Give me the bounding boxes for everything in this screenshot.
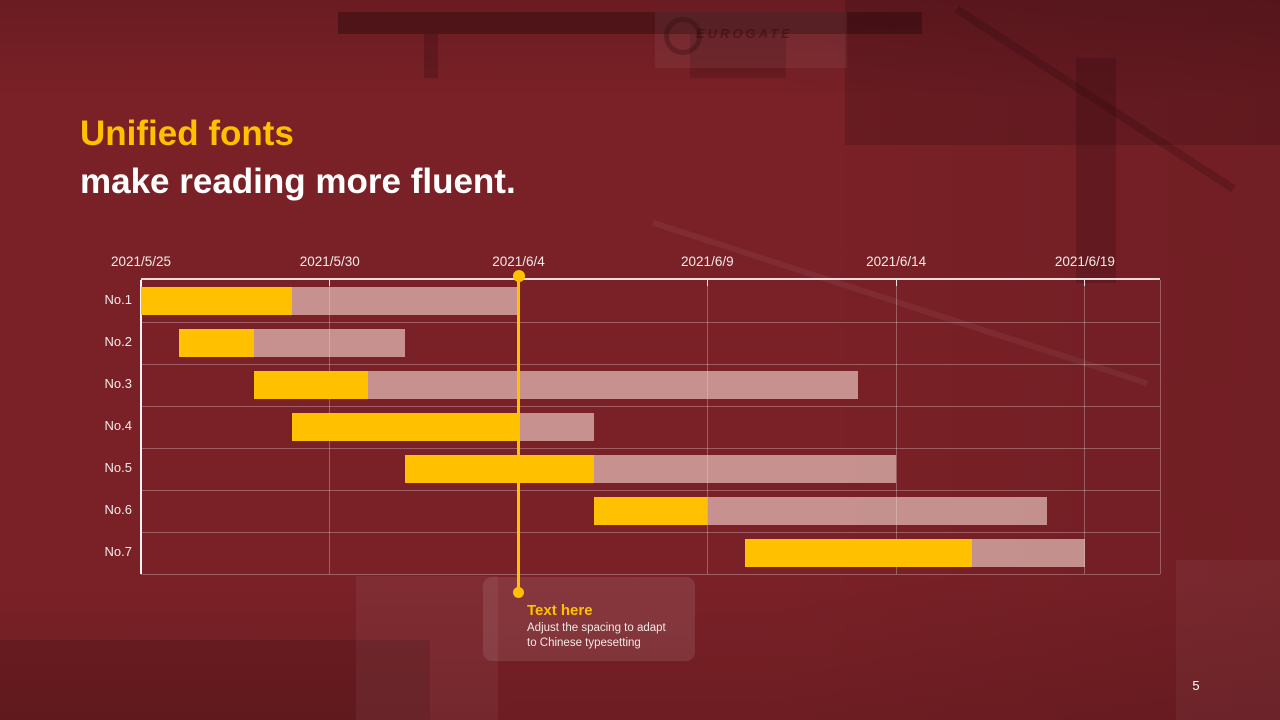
gantt-row-label: No.2 [104,334,132,349]
gantt-date-label: 2021/6/19 [1054,254,1115,269]
gantt-bar-progress [405,455,595,483]
callout-body-line: to Chinese typesetting [527,636,641,649]
gantt-axis-tick [895,280,897,286]
gantt-bar-progress [745,539,972,567]
gantt-marker-bottom-dot [513,587,525,598]
gantt-horizontal-gridline [141,574,1161,575]
gantt-horizontal-gridline [141,322,1161,323]
gantt-horizontal-gridline [141,406,1161,407]
page-number: 5 [1192,678,1200,693]
gantt-horizontal-gridline [141,364,1161,365]
slide-title: Unified fonts make reading more fluent. [80,110,516,206]
gantt-horizontal-gridline [141,532,1161,533]
gantt-row-label: No.6 [104,502,132,517]
gantt-axis-tick [1084,280,1086,286]
gantt-bar-progress [141,287,293,315]
gantt-vertical-gridline [706,280,708,574]
gantt-date-label: 2021/5/30 [299,254,360,269]
gantt-date-label: 2021/6/4 [492,254,545,269]
gantt-axis-tick [329,280,331,286]
gantt-bar-progress [292,413,519,441]
gantt-date-label: 2021/6/14 [866,254,927,269]
gantt-marker-line [517,276,521,593]
gantt-axis-tick [706,280,708,286]
gantt-bar-progress [254,371,368,399]
gantt-axis-line-top [141,278,1161,280]
callout-body-line: Adjust the spacing to adapt [527,622,666,634]
gantt-bar-progress [594,497,708,525]
callout-title: Text here [527,602,593,619]
gantt-row-label: No.1 [104,292,132,307]
gantt-row-label: No.5 [104,460,132,475]
gantt-vertical-gridline [1159,280,1161,574]
gantt-vertical-gridline [895,280,897,574]
gantt-date-label: 2021/6/9 [681,254,734,269]
gantt-horizontal-gridline [141,490,1161,491]
gantt-row-label: No.3 [104,376,132,391]
gantt-horizontal-gridline [141,448,1161,449]
title-accent-line: Unified fonts [80,114,294,153]
gantt-bar-progress [178,329,255,357]
gantt-axis-line-left [140,280,142,574]
title-main-line: make reading more fluent. [80,162,516,201]
gantt-axis-tick [140,280,142,286]
gantt-vertical-gridline [1084,280,1086,574]
gantt-date-label: 2021/5/25 [110,254,172,269]
gantt-row-label: No.4 [104,418,132,433]
gantt-marker-top-dot [512,270,525,282]
gantt-row-label: No.7 [104,544,132,559]
